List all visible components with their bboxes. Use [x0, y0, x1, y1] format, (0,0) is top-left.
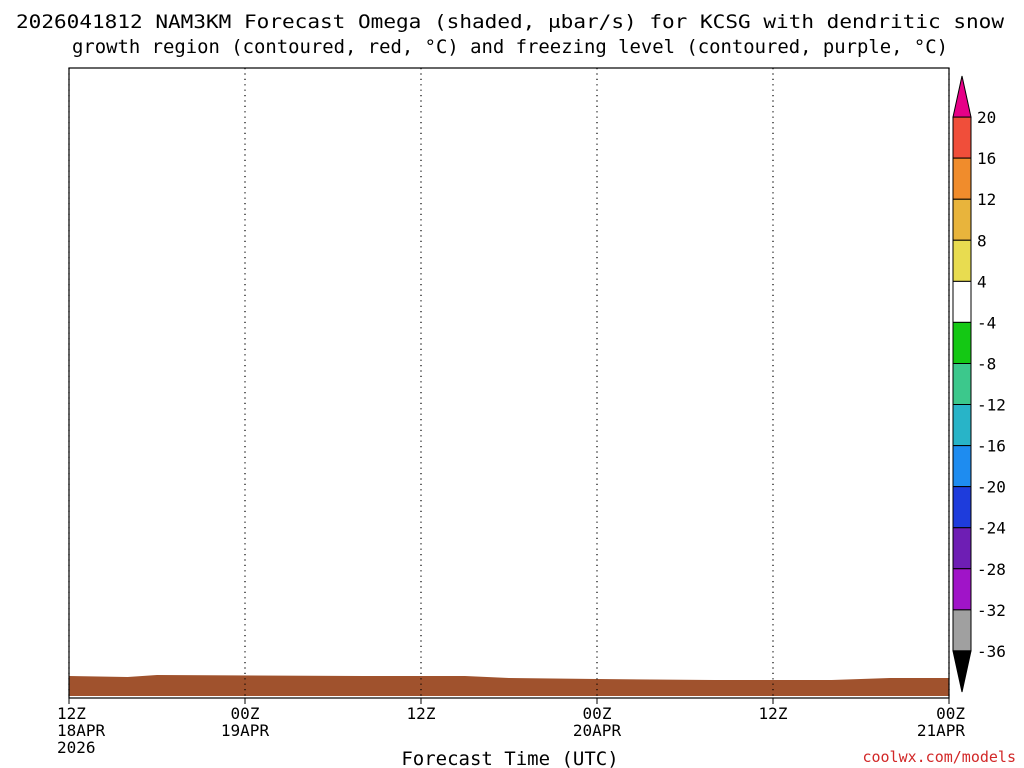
x-tick-label-5-0: 00Z [936, 704, 965, 723]
x-axis-label: Forecast Time (UTC) [401, 748, 618, 768]
colorbar-label-4: 4 [977, 272, 987, 291]
colorbar-swatch-2 [952, 157, 972, 200]
x-tick-label-4-0: 12Z [759, 704, 788, 723]
colorbar-label-6: -8 [977, 354, 996, 373]
x-tick-label-1-1: 19APR [221, 721, 270, 740]
colorbar-swatch-4 [952, 239, 972, 282]
colorbar-label-13: -36 [977, 642, 1006, 661]
colorbar-label-9: -20 [977, 478, 1006, 497]
x-tick-label-3-1: 20APR [573, 721, 622, 740]
colorbar-label-0: 20 [977, 108, 996, 127]
colorbar-label-2: 12 [977, 190, 996, 209]
colorbar-swatch-3 [952, 198, 972, 241]
colorbar-swatch-14 [952, 650, 972, 693]
terrain-band [69, 675, 949, 696]
colorbar-swatch-0 [952, 75, 972, 118]
colorbar-label-1: 16 [977, 149, 996, 168]
colorbar-label-5: -4 [977, 313, 996, 332]
title-line-1: 2026041812 NAM3KM Forecast Omega (shaded… [16, 11, 1005, 33]
colorbar-label-3: 8 [977, 231, 987, 250]
terrain-layer [69, 675, 949, 696]
colorbar-label-11: -28 [977, 560, 1006, 579]
title-line-2: growth region (contoured, red, °C) and f… [72, 36, 948, 58]
colorbar-label-7: -12 [977, 396, 1006, 415]
colorbar-label-10: -24 [977, 519, 1006, 538]
x-tick-label-1-0: 00Z [231, 704, 260, 723]
x-tick-label-0-1: 18APR [57, 721, 106, 740]
colorbar-swatch-7 [952, 362, 972, 406]
colorbar-swatch-10 [952, 486, 972, 529]
colorbar-swatch-11 [952, 527, 972, 570]
colorbar-label-8: -16 [977, 437, 1006, 456]
x-tick-label-0-0: 12Z [57, 704, 86, 723]
colorbar-swatch-6 [952, 321, 972, 364]
colorbar-swatch-5 [952, 280, 972, 323]
x-tick-label-2-0: 12Z [407, 704, 436, 723]
x-tick-label-0-2: 2026 [57, 738, 96, 757]
colorbar-swatch-8 [952, 404, 972, 447]
plot-area [69, 68, 949, 698]
plot-frame [68, 67, 950, 699]
chart-title: 2026041812 NAM3KM Forecast Omega (shaded… [16, 11, 1005, 58]
colorbar-swatch-9 [952, 445, 972, 488]
x-tick-label-3-0: 00Z [583, 704, 612, 723]
colorbar-swatch-12 [952, 568, 972, 611]
credit-text: coolwx.com/models [862, 748, 1016, 766]
x-tick-label-5-1: 21APR [917, 721, 966, 740]
colorbar-swatch-1 [952, 116, 972, 159]
colorbar-swatch-13 [952, 609, 972, 652]
colorbar-label-12: -32 [977, 601, 1006, 620]
colorbar: 20 16 12 8 4 -4 -8 -12 -16 -20 -24 -28 -32 -36 [952, 75, 1006, 693]
